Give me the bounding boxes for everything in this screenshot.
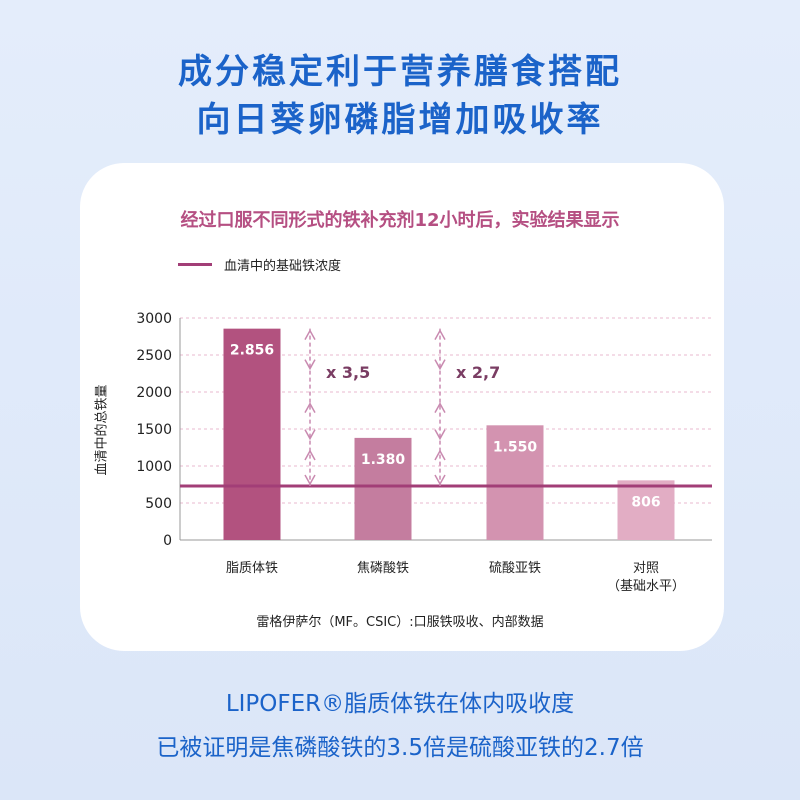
annotation-arrowhead: [304, 449, 316, 461]
chart-card: [80, 163, 724, 651]
bar: [486, 425, 544, 540]
x-tick-label: 脂质体铁: [226, 561, 278, 576]
annotation-arrowhead: [434, 449, 446, 461]
bar-value-label: 806: [631, 494, 660, 510]
bar: [617, 480, 675, 540]
x-tick-label: 焦磷酸铁: [357, 561, 409, 576]
headline-line-1: 成分稳定利于营养膳食搭配: [178, 52, 622, 92]
bar-value-label: 1.550: [493, 439, 538, 455]
bar-value-label: 2.856: [230, 343, 274, 359]
y-tick-label: 2000: [136, 385, 172, 401]
legend-label: 血清中的基础铁浓度: [224, 259, 342, 274]
annotation-arrowhead: [304, 359, 316, 371]
footer-line-2: 已被证明是焦磷酸铁的3.5倍是硫酸亚铁的2.7倍: [156, 735, 644, 761]
footer-line-1: LIPOFER®脂质体铁在体内吸收度: [225, 691, 575, 717]
chart-title: 经过口服不同形式的铁补充剂12小时后，实验结果显示: [180, 210, 620, 231]
annotation-arrowhead: [434, 359, 446, 371]
annotation-arrowhead: [304, 429, 316, 441]
annotation-arrowhead: [434, 329, 446, 341]
annotation-arrowhead: [304, 402, 316, 414]
x-tick-label: （基础水平）: [607, 579, 685, 594]
annotation-arrowhead: [304, 329, 316, 341]
bar: [223, 328, 281, 540]
annotation-arrowhead: [434, 474, 446, 486]
y-tick-label: 0: [163, 533, 172, 549]
y-tick-label: 2500: [136, 348, 172, 364]
annotation-label: x 3,5: [326, 363, 370, 382]
headline-line-2: 向日葵卵磷脂增加吸收率: [196, 100, 604, 140]
x-tick-label: 对照: [633, 561, 659, 576]
y-tick-label: 500: [145, 496, 172, 512]
legend-line-swatch: [178, 263, 212, 266]
annotation-label: x 2,7: [456, 363, 500, 382]
y-tick-label: 3000: [136, 311, 172, 327]
annotation-arrowhead: [304, 474, 316, 486]
chart-source-note: 雷格伊萨尔（MF。CSIC）:口服铁吸收、内部数据: [256, 615, 544, 630]
annotation-arrowhead: [434, 402, 446, 414]
bar-value-label: 1.380: [361, 452, 406, 468]
annotation-arrowhead: [434, 429, 446, 441]
bar: [354, 437, 412, 540]
y-tick-label: 1000: [136, 459, 172, 475]
x-tick-label: 硫酸亚铁: [489, 561, 541, 576]
y-tick-label: 1500: [136, 422, 172, 438]
